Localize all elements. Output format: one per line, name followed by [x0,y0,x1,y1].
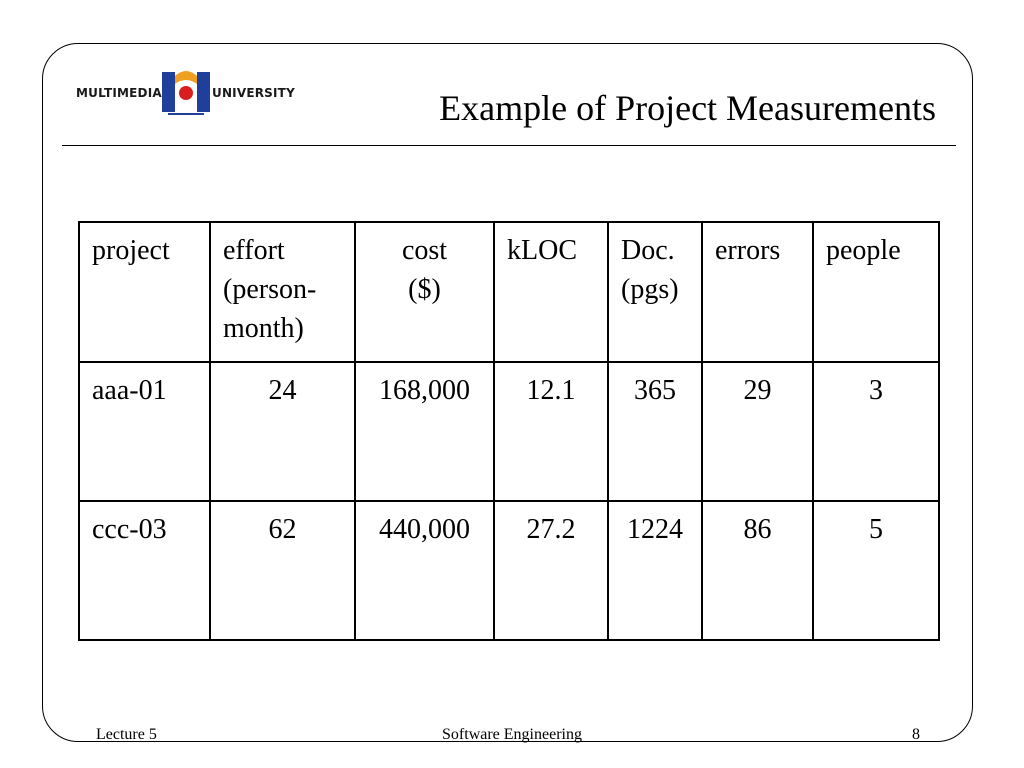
footer-page-number: 8 [912,726,920,743]
table-cell: 3 [812,361,940,502]
table-cell: 5 [812,500,940,641]
table-header-row: project effort (person- month) cost ($) … [78,221,940,363]
slide-frame [42,43,973,742]
table-row: ccc-03 62 440,000 27.2 1224 86 5 [78,500,940,641]
header-cell-cost: cost ($) [354,221,495,363]
footer-course: Software Engineering [442,726,582,743]
table-cell: 440,000 [354,500,495,641]
header-text: kLOC [507,235,577,266]
measurements-table: project effort (person- month) cost ($) … [78,221,940,641]
logo-mark-icon [162,71,210,115]
header-text: month) [223,313,304,344]
table-cell: ccc-03 [78,500,211,641]
table-cell: 27.2 [493,500,609,641]
header-text: people [826,235,901,266]
table-cell: aaa-01 [78,361,211,502]
table-row: aaa-01 24 168,000 12.1 365 29 3 [78,361,940,502]
header-text: errors [715,235,781,266]
header-text: Doc. [621,235,675,266]
header-text: effort [223,235,285,266]
logo-text-left: MULTIMEDIA [76,86,162,100]
table-cell: 62 [209,500,356,641]
header-cell-kloc: kLOC [493,221,609,363]
header-cell-errors: errors [701,221,814,363]
header-cell-effort: effort (person- month) [209,221,356,363]
header-text: (person- [223,274,317,305]
header-text: (pgs) [621,274,679,305]
page-title: Example of Project Measurements [439,88,936,128]
header-cell-project: project [78,221,211,363]
table-cell: 1224 [607,500,703,641]
header-text: cost [401,235,448,266]
table-cell: 86 [701,500,814,641]
title-divider [62,145,956,146]
logo-text-right: UNIVERSITY [212,86,295,100]
university-logo: MULTIMEDIA UNIVERSITY [76,66,295,118]
table-cell: 24 [209,361,356,502]
table-cell: 168,000 [354,361,495,502]
header-text: project [92,235,170,266]
footer-lecture: Lecture 5 [96,726,157,743]
header-cell-people: people [812,221,940,363]
header-cell-doc: Doc. (pgs) [607,221,703,363]
header-text: ($) [408,274,441,305]
table-cell: 365 [607,361,703,502]
table-cell: 12.1 [493,361,609,502]
table-cell: 29 [701,361,814,502]
